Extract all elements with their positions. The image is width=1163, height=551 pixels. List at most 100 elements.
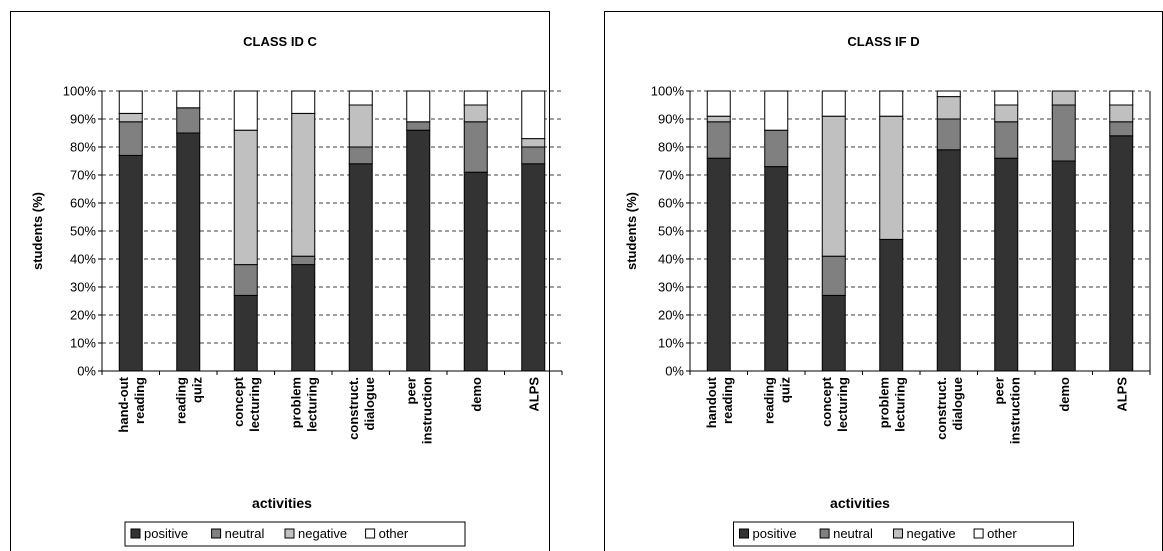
bar-segment-negative: [118, 112, 143, 123]
y-tick-label: 60%: [70, 196, 96, 211]
y-tick-label: 80%: [658, 140, 684, 155]
bar-segment-neutral: [463, 121, 488, 173]
bar-segment-neutral: [233, 264, 258, 296]
legend-swatch-positive: [130, 528, 141, 539]
x-tick-label: reading: [720, 377, 735, 424]
x-tick-label: handout: [704, 376, 719, 428]
x-tick-label: ALPS: [526, 377, 541, 412]
bar-segment-neutral: [521, 146, 546, 165]
chart-title: CLASS IF D: [847, 34, 919, 49]
bar-segment-neutral: [118, 121, 143, 156]
bar-segment-negative: [521, 138, 546, 148]
bar-segment-positive: [1051, 160, 1076, 372]
y-axis-label: students (%): [624, 192, 639, 270]
bar-segment-negative: [291, 112, 316, 257]
bar-segment-neutral: [821, 255, 846, 296]
bar-segment-neutral: [406, 121, 431, 131]
y-tick-label: 10%: [658, 336, 684, 351]
bar-segment-other: [233, 90, 258, 131]
bar-segment-negative: [706, 115, 731, 123]
bar-segment-positive: [118, 154, 143, 372]
bar-segment-neutral: [291, 255, 316, 266]
legend-label: negative: [298, 526, 347, 541]
bar-segment-positive: [176, 132, 201, 372]
y-tick-label: 80%: [70, 140, 96, 155]
bar-segment-positive: [879, 238, 904, 372]
y-tick-label: 100%: [63, 84, 97, 99]
x-tick-label: construct.: [934, 377, 949, 440]
y-tick-label: 10%: [70, 336, 96, 351]
x-tick-label: problem: [288, 377, 303, 428]
bar-segment-other: [706, 90, 731, 117]
legend-swatch-positive: [739, 528, 749, 539]
x-tick-label: quiz: [777, 377, 792, 403]
x-tick-label: construct.: [346, 377, 361, 440]
x-tick-label: concept: [231, 376, 246, 427]
bar-segment-positive: [348, 163, 373, 372]
x-tick-label: demo: [469, 377, 484, 412]
y-tick-label: 100%: [651, 84, 685, 99]
bar-segment-other: [821, 90, 846, 117]
x-tick-label: ALPS: [1114, 377, 1129, 412]
legend-label: other: [987, 526, 1017, 541]
bar-segment-neutral: [348, 146, 373, 165]
chart-frame: [10, 11, 550, 551]
y-tick-label: 20%: [70, 308, 96, 323]
bar-segment-neutral: [1051, 104, 1076, 162]
bar-segment-negative: [821, 115, 846, 257]
bar-segment-negative: [936, 96, 961, 120]
bar-segment-other: [176, 90, 201, 109]
y-tick-label: 70%: [658, 168, 684, 183]
bar-segment-positive: [706, 157, 731, 372]
y-tick-label: 90%: [70, 112, 96, 127]
bar-segment-neutral: [936, 118, 961, 151]
x-tick-label: reading: [173, 377, 188, 424]
x-tick-label: lecturing: [892, 377, 907, 432]
bar-segment-positive: [1109, 135, 1134, 372]
legend: positive neutral negative other: [733, 521, 1074, 547]
bar-segment-positive: [406, 129, 431, 372]
bar-segment-negative: [233, 129, 258, 266]
bar-segment-positive: [233, 294, 258, 372]
x-tick-label: quiz: [189, 377, 204, 403]
x-tick-label: peer: [403, 377, 418, 404]
x-tick-label: demo: [1057, 377, 1072, 412]
x-tick-label: problem: [876, 377, 891, 428]
bar-segment-neutral: [706, 121, 731, 159]
bar-segment-other: [879, 90, 904, 117]
legend-swatch-other: [365, 528, 376, 539]
bar-segment-positive: [521, 163, 546, 372]
legend-swatch-other: [973, 528, 984, 539]
legend-swatch-neutral: [819, 528, 830, 539]
y-tick-label: 0%: [665, 364, 684, 379]
bar-segment-other: [936, 90, 961, 98]
legend-box: [124, 521, 466, 547]
bar-segment-other: [118, 90, 143, 114]
legend-swatch-neutral: [211, 528, 222, 539]
x-tick-label: hand-out: [116, 376, 131, 432]
x-tick-label: concept: [819, 376, 834, 427]
bar-segment-negative: [879, 115, 904, 240]
legend-box: [733, 521, 1074, 547]
bar-segment-negative: [1051, 90, 1076, 106]
bar-segment-negative: [994, 104, 1019, 123]
y-axis-label: students (%): [30, 192, 45, 270]
x-axis-label: activities: [252, 495, 312, 511]
y-tick-label: 50%: [658, 224, 684, 239]
legend-label: neutral: [225, 526, 265, 541]
y-tick-label: 90%: [658, 112, 684, 127]
y-tick-label: 20%: [658, 308, 684, 323]
x-tick-label: instruction: [419, 377, 434, 444]
y-tick-label: 70%: [70, 168, 96, 183]
y-tick-label: 50%: [70, 224, 96, 239]
chart-panel-2: CLASS IF D 0% 10% 20% 30% 40% 50% 60% 70% 80% 90% 1…: [604, 11, 1163, 551]
y-tick-label: 60%: [658, 196, 684, 211]
bar-segment-neutral: [1109, 121, 1134, 137]
legend-label: negative: [907, 526, 956, 541]
x-tick-label: dialogue: [362, 377, 377, 430]
bar-segment-neutral: [176, 107, 201, 134]
legend: positive neutral negative other: [124, 521, 466, 547]
bar-segment-other: [348, 90, 373, 106]
x-tick-label: lecturing: [835, 377, 850, 432]
